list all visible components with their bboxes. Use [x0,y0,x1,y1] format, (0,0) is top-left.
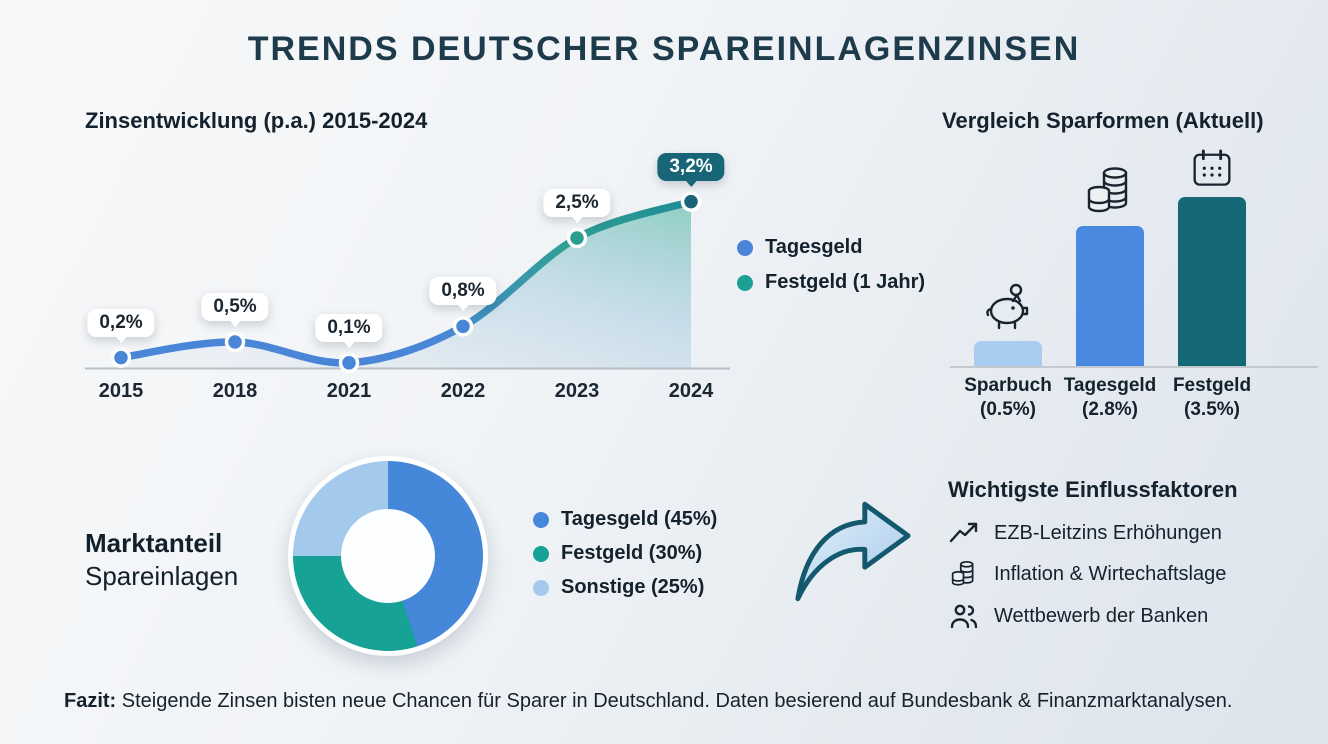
value-bubble: 0,1% [315,313,383,342]
data-point [452,316,474,337]
market-legend-item-festgeld: Festgeld (30%) [533,542,717,565]
market-donut-ring [293,461,483,651]
footer-text: Steigende Zinsen bisten neue Chancen für… [116,690,1233,712]
market-label-tagesgeld: Tagesgeld (45%) [561,508,718,530]
data-point [110,347,132,368]
x-axis-label: 2021 [326,380,372,402]
data-point [566,227,588,249]
legend-label-festgeld: Festgeld (1 Jahr) [765,271,926,293]
bar-label-tagesgeld: Tagesgeld (2.8%) [1063,375,1157,420]
factor-label-wettbewerb: Wettbewerb der Banken [994,604,1209,627]
bar-tagesgeld [1076,226,1144,366]
footer-note: Fazit: Steigende Zinsen bisten neue Chan… [64,690,1232,713]
bar-column-festgeld [1157,148,1267,366]
market-dot-tagesgeld [533,511,549,528]
data-point [680,191,702,212]
influence-factors: Wichtigste Einflussfaktoren EZB-Leitzins… [948,477,1238,644]
value-bubble: 2,5% [543,189,611,217]
factor-item-wettbewerb: Wettbewerb der Banken [948,603,1238,629]
market-label-sonstige: Sonstige (25%) [561,576,705,598]
bar-column-tagesgeld [1055,148,1165,366]
bar-festgeld [1178,197,1246,366]
legend-dot-festgeld [737,274,753,291]
calendar-icon [1193,149,1231,186]
rate-line-svg [85,191,730,374]
bar-chart: Sparbuch (0.5%) Tagesgeld (2.8%) Festgel… [950,148,1318,420]
bar-label-sparbuch: Sparbuch (0.5%) [964,375,1052,420]
bar-chart-title: Vergleich Sparformen (Aktuell) [942,108,1264,133]
rate-chart: 0,2% 0,5% 0,1% 0,8% 2,5% 3,2% 2015 2018 2021 2022… [85,140,730,410]
bar-sparbuch [974,341,1042,366]
bar-column-sparbuch [953,148,1063,366]
data-point [224,331,246,353]
bar-axis-line [950,366,1318,368]
arrow-icon [795,501,911,602]
market-share-label: Marktanteil Spareinlagen [85,528,239,591]
coins-icon [1087,167,1128,213]
market-dot-sonstige [533,579,549,596]
value-bubble: 0,2% [87,308,155,337]
x-axis-label: 2023 [554,380,600,402]
coins-icon [948,560,980,588]
bar-label-festgeld: Festgeld (3.5%) [1172,375,1252,420]
footer-prefix: Fazit: [64,690,117,712]
factor-item-ezb: EZB-Leitzins Erhöhungen [948,521,1238,545]
value-bubble: 3,2% [657,152,725,181]
x-axis-label: 2022 [440,380,486,402]
market-legend-item-sonstige: Sonstige (25%) [533,576,717,599]
x-axis-label: 2015 [98,380,144,402]
value-bubble: 0,5% [201,293,269,321]
factor-item-inflation: Inflation & Wirtechaftslage [948,560,1238,588]
legend-item-festgeld: Festgeld (1 Jahr) [737,271,925,294]
line-chart-title: Zinsentwicklung (p.a.) 2015-2024 [85,108,428,133]
market-label-festgeld: Festgeld (30%) [561,542,703,564]
page-title: TRENDS DEUTSCHER SPAREINLAGENZINSEN [247,30,1081,68]
x-axis-label: 2018 [212,380,258,402]
market-donut [288,456,488,656]
people-icon [948,603,980,629]
x-axis-label: 2024 [668,380,714,402]
factor-label-ezb: EZB-Leitzins Erhöhungen [994,521,1222,544]
legend-dot-tagesgeld [737,239,753,256]
value-bubble: 0,8% [429,277,497,306]
data-point [338,352,360,374]
market-legend-item-tagesgeld: Tagesgeld (45%) [533,508,717,531]
rate-area-fill [121,201,691,368]
legend-item-tagesgeld: Tagesgeld [737,236,925,259]
piggy-bank-icon [986,283,1029,330]
factors-title: Wichtigste Einflussfaktoren [948,477,1238,502]
trending-up-icon [948,521,980,545]
factor-label-inflation: Inflation & Wirtechaftslage [994,562,1227,585]
legend-label-tagesgeld: Tagesgeld [765,236,863,258]
line-chart-legend: Tagesgeld Festgeld (1 Jahr) [737,236,925,306]
market-legend: Tagesgeld (45%) Festgeld (30%) Sonstige … [533,508,717,610]
market-dot-festgeld [533,545,549,562]
